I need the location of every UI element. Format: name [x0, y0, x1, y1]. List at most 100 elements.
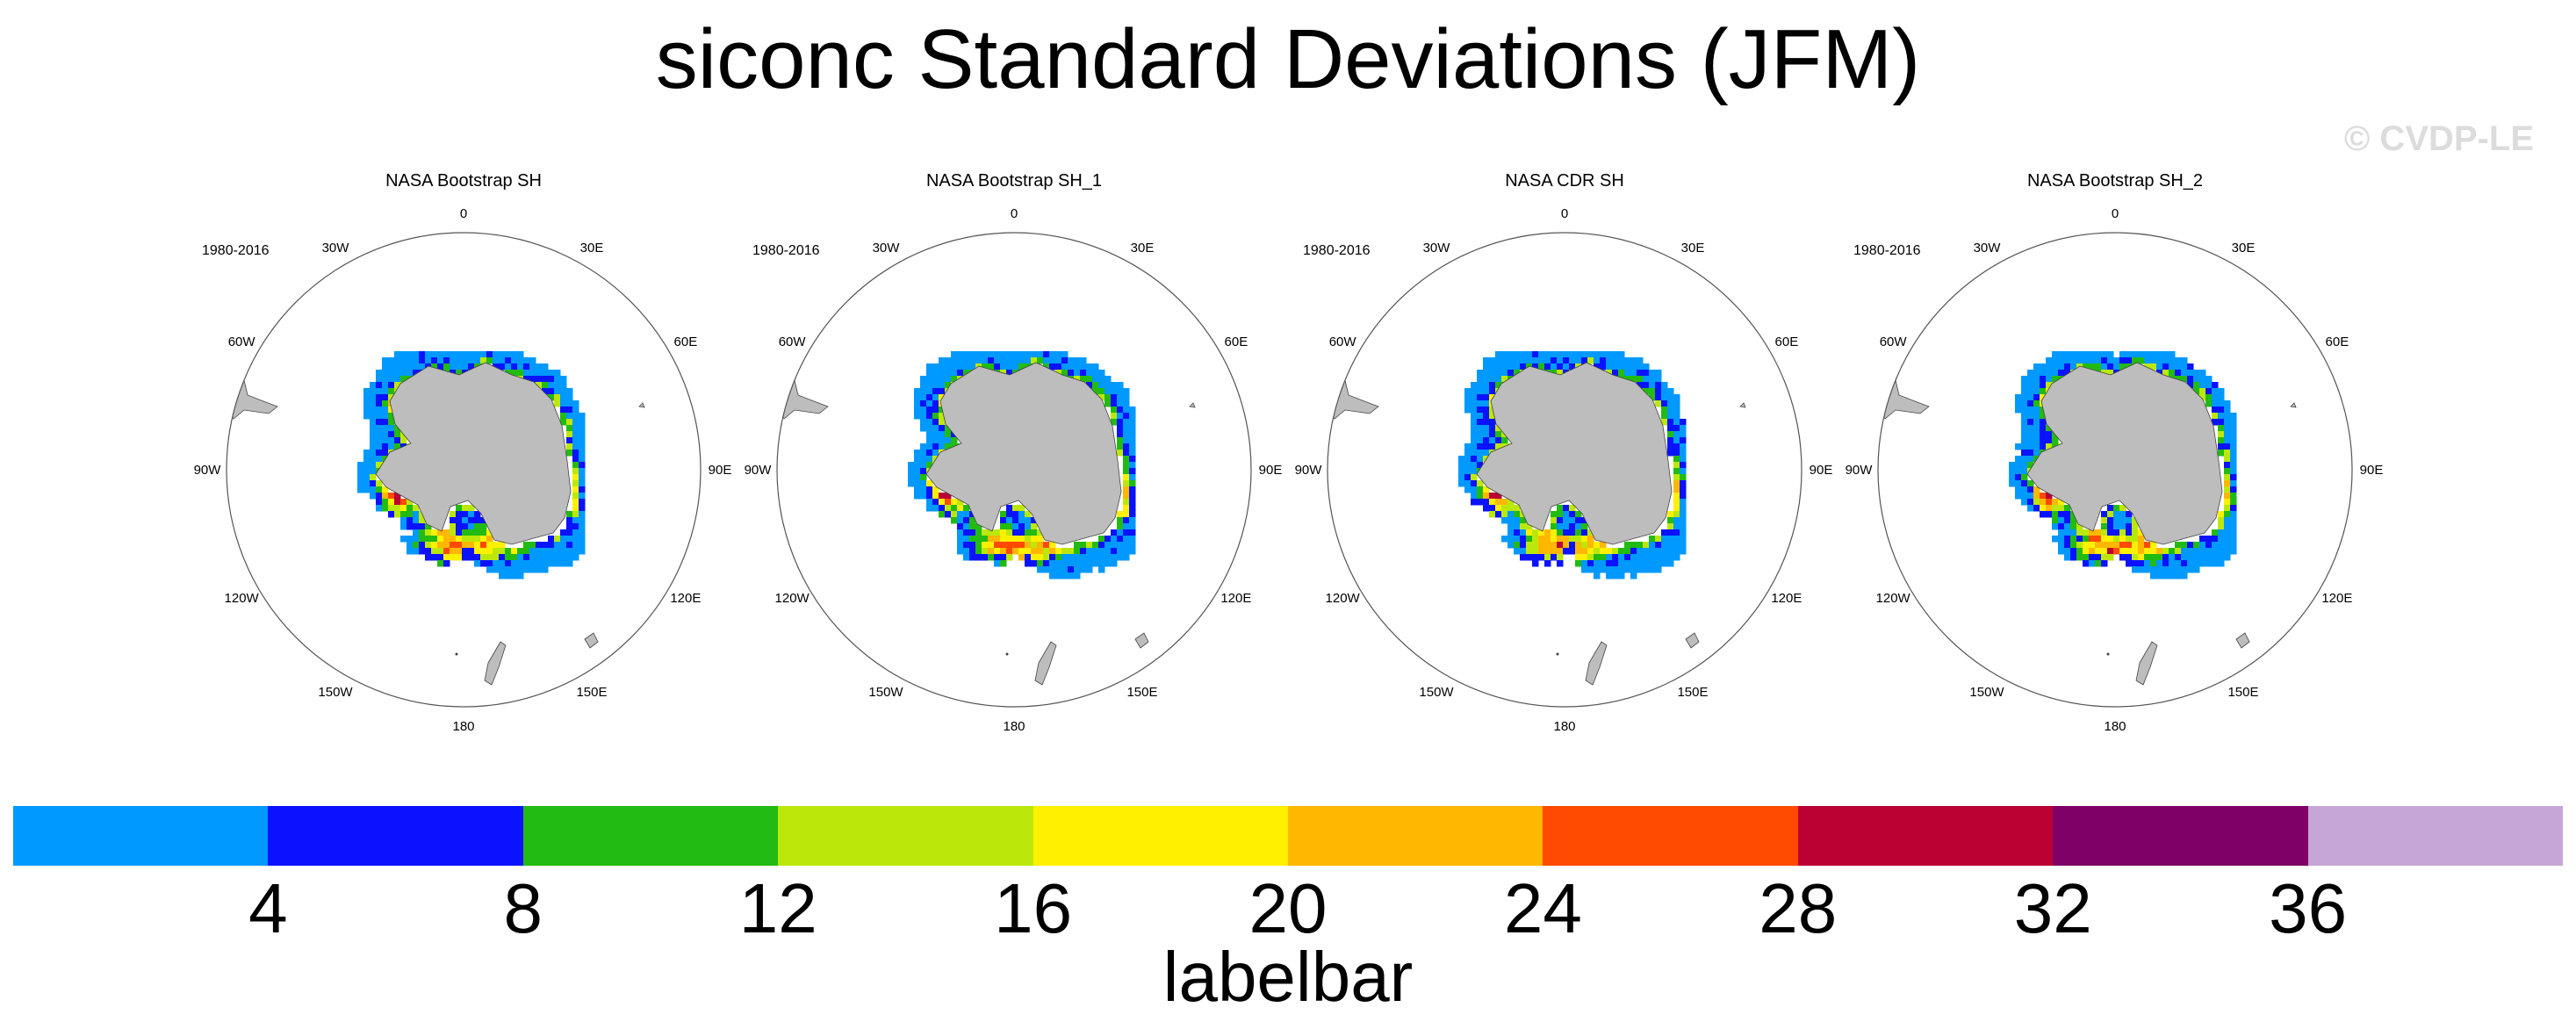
- sea-ice-cell: [370, 468, 377, 475]
- sea-ice-cell: [2224, 425, 2231, 432]
- sea-ice-cell: [1471, 480, 1478, 487]
- sea-ice-cell: [579, 437, 586, 444]
- sea-ice-cell: [994, 542, 1001, 549]
- sea-ice-cell: [1507, 523, 1515, 530]
- sea-ice-cell: [382, 493, 389, 500]
- sea-ice-cell: [370, 480, 377, 487]
- sea-ice-cell: [462, 511, 469, 518]
- labelbar-color-box: [268, 806, 523, 866]
- sea-ice-cell: [2064, 370, 2071, 377]
- sea-ice-cell: [2230, 431, 2237, 438]
- sea-ice-cell: [2033, 450, 2040, 457]
- sea-ice-cell: [1489, 357, 1496, 364]
- sea-ice-cell: [1630, 566, 1637, 573]
- sea-ice-cell: [1587, 548, 1594, 555]
- sea-ice-cell: [1673, 554, 1680, 561]
- labelbar-color-box: [1797, 806, 2054, 866]
- sea-ice-cell: [1006, 357, 1013, 364]
- sea-ice-cell: [2230, 505, 2237, 512]
- sea-ice-cell: [1673, 462, 1680, 469]
- sea-ice-cell: [2015, 407, 2022, 414]
- sea-ice-cell: [425, 357, 432, 364]
- sea-ice-cell: [2046, 382, 2053, 389]
- sea-ice-cell: [407, 499, 414, 506]
- sea-ice-cell: [456, 523, 463, 530]
- sea-ice-cell: [969, 554, 976, 561]
- sea-ice-cell: [1594, 363, 1601, 371]
- sea-ice-cell: [394, 511, 401, 518]
- sea-ice-cell: [363, 407, 371, 414]
- sea-ice-cell: [400, 351, 407, 358]
- sea-ice-cell: [2144, 542, 2151, 549]
- sea-ice-cell: [920, 480, 927, 487]
- sea-ice-cell: [1557, 370, 1564, 377]
- sea-ice-cell: [2033, 499, 2040, 506]
- sea-ice-cell: [2162, 357, 2169, 364]
- sea-ice-cell: [1606, 566, 1613, 573]
- sea-ice-cell: [1483, 486, 1490, 493]
- sea-ice-cell: [523, 560, 530, 567]
- sea-ice-cell: [413, 536, 420, 543]
- sea-ice-cell: [2126, 542, 2133, 549]
- sea-ice-cell: [2230, 450, 2237, 457]
- sea-ice-cell: [548, 370, 555, 377]
- panel-period: 1980-2016: [752, 243, 820, 258]
- sea-ice-cell: [2070, 554, 2077, 561]
- sea-ice-cell: [2064, 511, 2071, 518]
- sea-ice-cell: [2040, 505, 2047, 512]
- sea-ice-cell: [1000, 523, 1007, 530]
- sea-ice-cell: [1483, 505, 1490, 512]
- sea-ice-cell: [2224, 437, 2231, 444]
- longitude-label: 120E: [1220, 591, 1251, 606]
- sea-ice-cell: [2033, 505, 2040, 512]
- sea-ice-cell: [474, 517, 481, 524]
- sea-ice-cell: [2070, 357, 2077, 364]
- sea-ice-cell: [2083, 536, 2090, 543]
- sea-ice-cell: [1092, 542, 1099, 549]
- sea-ice-cell: [1489, 394, 1496, 401]
- labelbar-tick-label: 20: [1248, 869, 1328, 947]
- sea-ice-cell: [388, 388, 395, 395]
- sea-ice-cell: [1489, 382, 1496, 389]
- sea-ice-cell: [2224, 493, 2231, 500]
- sea-ice-cell: [1129, 542, 1136, 549]
- sea-ice-cell: [1514, 357, 1521, 364]
- longitude-label: 30W: [1974, 241, 2002, 255]
- sea-ice-cell: [1673, 536, 1680, 543]
- sea-ice-cell: [1667, 425, 1674, 432]
- sea-ice-cell: [363, 480, 371, 487]
- sea-ice-cell: [566, 511, 573, 518]
- sea-ice-cell: [1532, 536, 1539, 543]
- sea-ice-cell: [2138, 357, 2145, 364]
- sea-ice-cell: [1557, 363, 1564, 371]
- sea-ice-cell: [1477, 425, 1484, 432]
- sea-ice-cell: [2076, 554, 2083, 561]
- labelbar-tick-label: 4: [248, 869, 288, 947]
- sea-ice-cell: [363, 413, 371, 420]
- sea-ice-cell: [1637, 560, 1644, 567]
- sea-ice-cell: [579, 511, 586, 518]
- sea-ice-cell: [499, 548, 506, 555]
- sea-ice-cell: [1649, 388, 1656, 395]
- sea-ice-cell: [988, 351, 995, 358]
- sea-ice-cell: [2162, 370, 2169, 377]
- sea-ice-cell: [370, 431, 377, 438]
- sea-ice-cell: [1477, 462, 1484, 469]
- sea-ice-cell: [407, 511, 414, 518]
- sea-ice-cell: [932, 425, 939, 432]
- sea-ice-cell: [1673, 474, 1680, 481]
- sea-ice-cell: [1600, 542, 1607, 549]
- sea-ice-cell: [2076, 351, 2083, 358]
- sea-ice-cell: [2027, 499, 2034, 506]
- sea-ice-cell: [1483, 425, 1490, 432]
- sea-ice-cell: [2101, 523, 2108, 530]
- sea-ice-cell: [1600, 566, 1607, 573]
- sea-ice-cell: [2095, 536, 2102, 543]
- sea-ice-cell: [542, 554, 549, 561]
- sea-ice-cell: [1495, 431, 1502, 438]
- sea-ice-cell: [2144, 548, 2151, 555]
- sea-ice-cell: [425, 554, 432, 561]
- sea-ice-cell: [394, 437, 401, 444]
- longitude-label: 120E: [2321, 591, 2352, 606]
- sea-ice-cell: [1630, 554, 1637, 561]
